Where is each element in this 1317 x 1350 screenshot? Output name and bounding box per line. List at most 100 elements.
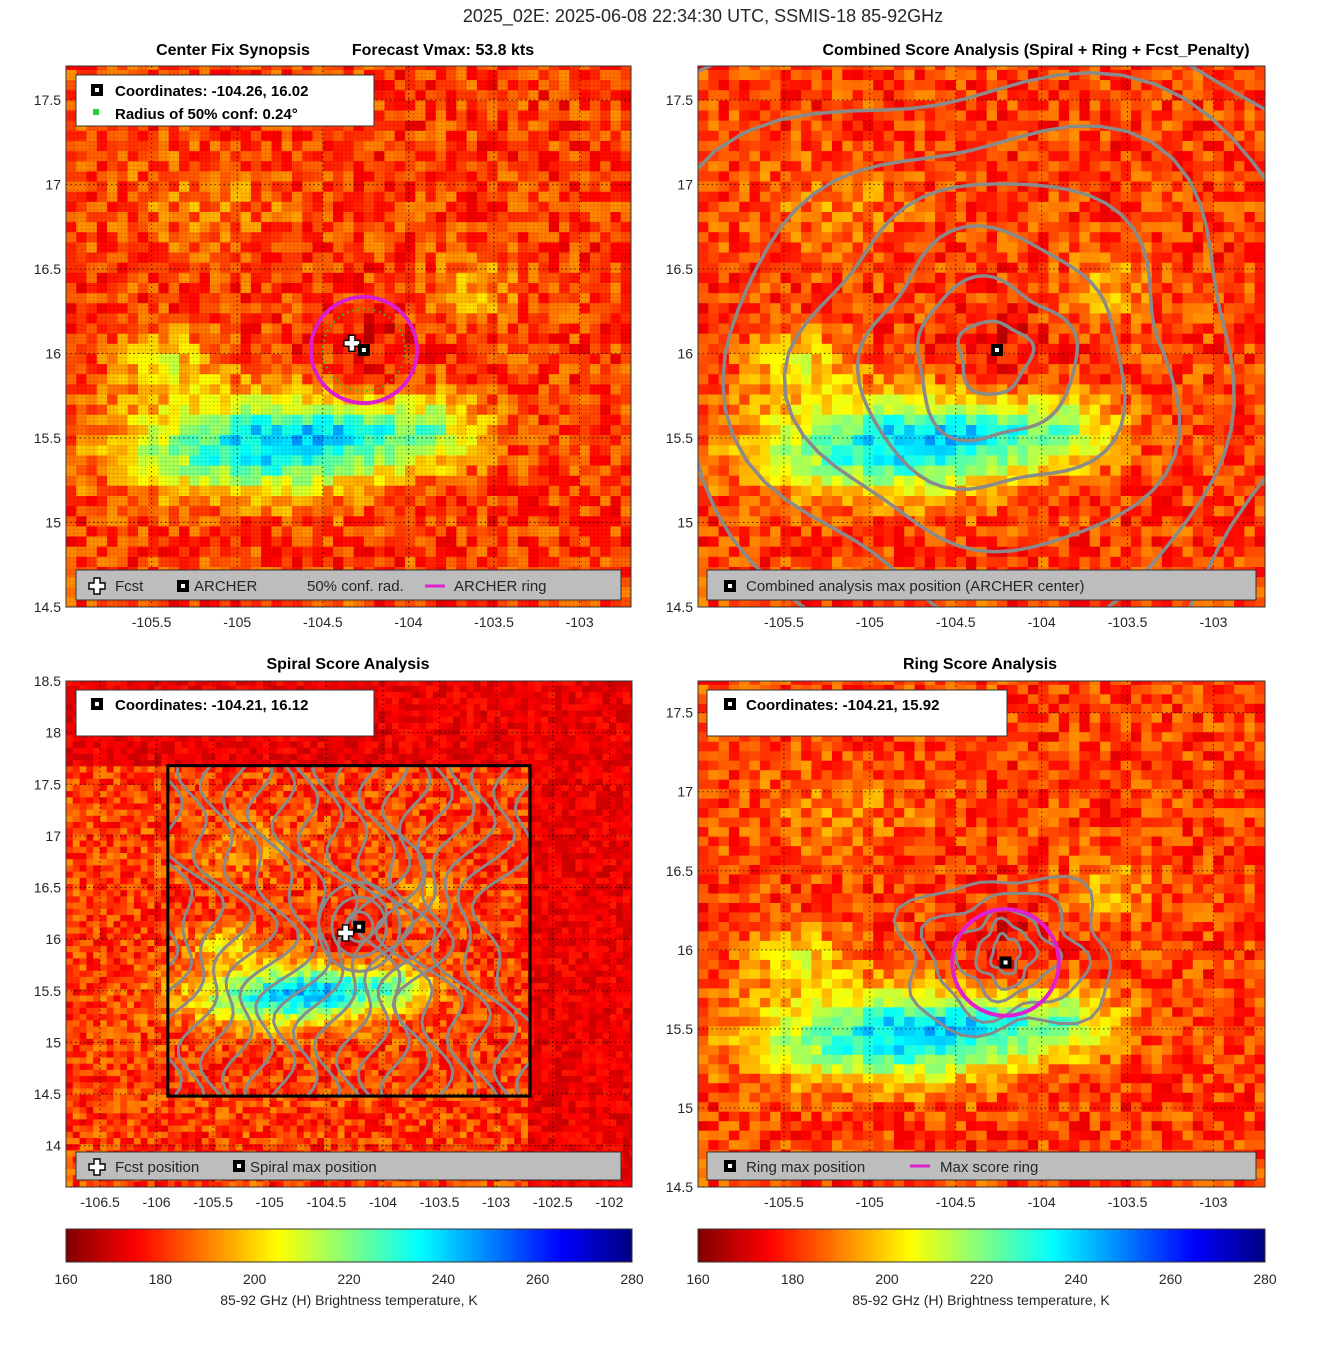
- heatmap-cell: [1069, 515, 1080, 527]
- heatmap-cell: [904, 89, 916, 101]
- heatmap-cell: [842, 525, 854, 537]
- heatmap-cell: [759, 323, 771, 334]
- heatmap-cell: [821, 170, 833, 182]
- heatmap-cell: [842, 404, 854, 415]
- heatmap-cell: [821, 444, 833, 456]
- heatmap-cell: [790, 404, 802, 415]
- heatmap-cell: [821, 495, 833, 507]
- heatmap-cell: [1038, 353, 1050, 365]
- heatmap-cell: [893, 150, 905, 162]
- heatmap-cell: [924, 79, 936, 91]
- heatmap-cell: [759, 312, 771, 324]
- heatmap-cell: [1017, 221, 1029, 233]
- heatmap-cell: [935, 394, 946, 405]
- heatmap-cell: [976, 404, 988, 415]
- heatmap-cell: [842, 343, 854, 354]
- heatmap-cell: [976, 130, 988, 141]
- heatmap-cell: [997, 170, 1008, 182]
- heatmap-cell: [852, 201, 864, 212]
- heatmap-cell: [832, 333, 843, 344]
- heatmap-cell: [945, 312, 957, 324]
- heatmap-cell: [945, 302, 957, 314]
- heatmap-cell: [770, 150, 782, 162]
- heatmap-cell: [708, 262, 720, 273]
- heatmap-cell: [893, 221, 905, 233]
- heatmap-cell: [790, 434, 802, 446]
- heatmap-cell: [986, 525, 998, 537]
- heatmap-cell: [739, 353, 751, 365]
- heatmap-cell: [945, 596, 957, 607]
- heatmap-cell: [1007, 170, 1019, 182]
- heatmap-cell: [780, 201, 792, 212]
- heatmap-cell: [1048, 130, 1060, 141]
- heatmap-cell: [801, 323, 812, 334]
- heatmap-cell: [945, 485, 957, 496]
- heatmap-cell: [1007, 505, 1019, 517]
- heatmap-cell: [708, 241, 720, 253]
- heatmap-cell: [976, 383, 988, 395]
- heatmap-cell: [832, 414, 843, 425]
- heatmap-cell: [955, 495, 967, 507]
- heatmap-cell: [966, 282, 977, 294]
- heatmap-cell: [873, 69, 885, 81]
- heatmap-cell: [811, 556, 823, 567]
- heatmap-cell: [1048, 282, 1060, 294]
- heatmap-cell: [749, 231, 761, 243]
- heatmap-cell: [811, 241, 823, 253]
- heatmap-cell: [852, 292, 864, 304]
- heatmap-cell: [966, 373, 977, 385]
- heatmap-cell: [966, 211, 977, 223]
- heatmap-cell: [759, 444, 771, 456]
- heatmap-cell: [759, 302, 771, 314]
- heatmap-cell: [1027, 383, 1039, 395]
- heatmap-cell: [1007, 495, 1019, 507]
- heatmap-cell: [883, 160, 895, 172]
- heatmap-cell: [832, 120, 843, 131]
- heatmap-cell: [821, 140, 833, 152]
- heatmap-cell: [924, 140, 936, 152]
- heatmap-cell: [955, 89, 967, 101]
- heatmap-cell: [770, 292, 782, 304]
- heatmap-cell: [955, 394, 967, 405]
- heatmap-cell: [976, 536, 988, 547]
- heatmap-cell: [759, 79, 771, 91]
- heatmap-cell: [698, 191, 709, 202]
- heatmap-cell: [821, 404, 833, 415]
- heatmap-cell: [1058, 181, 1070, 192]
- heatmap-cell: [790, 546, 802, 557]
- heatmap-cell: [1048, 211, 1060, 223]
- heatmap-cell: [976, 241, 988, 253]
- heatmap-cell: [728, 130, 740, 141]
- heatmap-cell: [708, 312, 720, 324]
- heatmap-cell: [728, 79, 740, 91]
- heatmap-cell: [821, 66, 833, 70]
- heatmap-cell: [842, 262, 854, 273]
- heatmap-cell: [821, 546, 833, 557]
- heatmap-cell: [811, 110, 823, 121]
- heatmap-cell: [893, 343, 905, 354]
- heatmap-cell: [1038, 191, 1050, 202]
- heatmap-cell: [966, 262, 977, 273]
- heatmap-cell: [955, 312, 967, 324]
- heatmap-cell: [986, 66, 998, 70]
- heatmap-cell: [842, 546, 854, 557]
- heatmap-cell: [780, 424, 792, 436]
- heatmap-cell: [1007, 485, 1019, 496]
- heatmap-cell: [966, 414, 977, 425]
- heatmap-cell: [976, 99, 988, 111]
- heatmap-cell: [1017, 191, 1029, 202]
- heatmap-cell: [749, 596, 761, 607]
- heatmap-cell: [728, 475, 740, 486]
- heatmap-cell: [935, 454, 946, 466]
- heatmap-cell: [739, 394, 751, 405]
- heatmap-cell: [924, 546, 936, 557]
- heatmap-cell: [790, 343, 802, 354]
- heatmap-cell: [873, 170, 885, 182]
- heatmap-cell: [966, 302, 977, 314]
- heatmap-cell: [904, 79, 916, 91]
- heatmap-cell: [852, 414, 864, 425]
- heatmap-cell: [728, 272, 740, 283]
- heatmap-cell: [790, 312, 802, 324]
- heatmap-cell: [749, 363, 761, 375]
- heatmap-cell: [728, 170, 740, 182]
